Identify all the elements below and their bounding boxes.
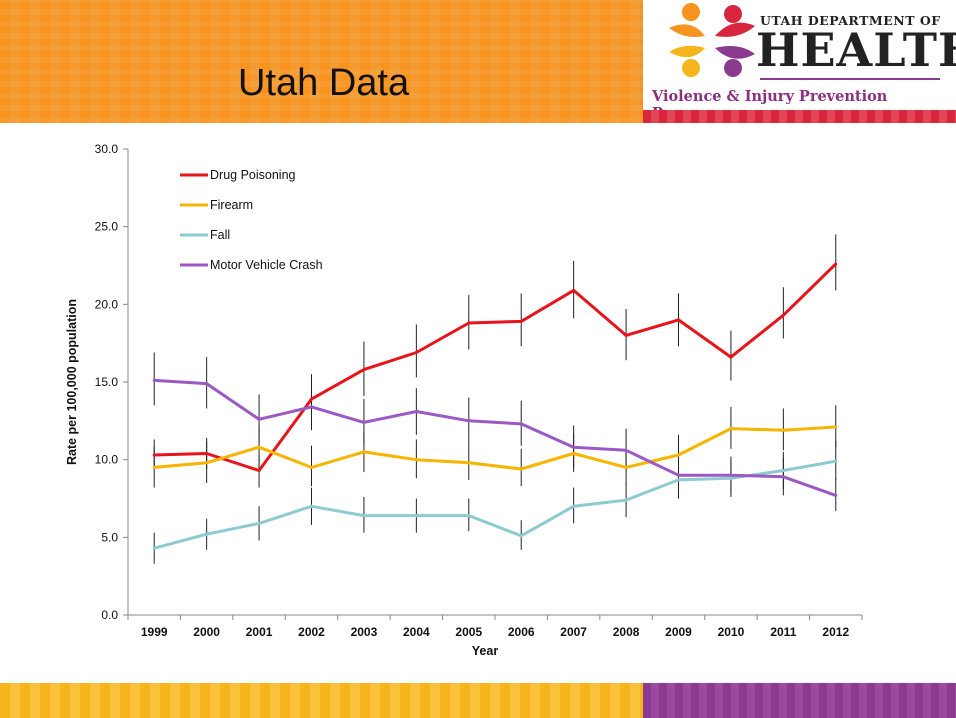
data-point [152, 546, 156, 550]
data-point [414, 410, 418, 414]
y-tick-label: 15.0 [95, 375, 119, 389]
data-point [414, 514, 418, 518]
data-point [834, 425, 838, 429]
data-point [414, 458, 418, 462]
x-tick-label: 2005 [455, 625, 482, 639]
y-tick-label: 20.0 [95, 297, 119, 311]
data-point [572, 451, 576, 455]
x-tick-label: 2007 [560, 625, 587, 639]
line-chart: 0.0 5.0 10.0 15.0 20.0 25.0 30.0 1999 2000 2001 20… [65, 142, 863, 658]
data-point [467, 321, 471, 325]
y-tick-label: 10.0 [95, 453, 119, 467]
series-line-fall [153, 459, 837, 550]
legend-label: Firearm [210, 198, 253, 212]
data-point [310, 504, 313, 508]
data-point [362, 420, 366, 424]
data-point [677, 318, 680, 322]
data-point [781, 428, 785, 432]
data-point [152, 453, 156, 457]
data-point [467, 461, 471, 465]
series-line-firearm [154, 425, 836, 471]
data-point [624, 448, 628, 452]
data-point [781, 475, 785, 479]
x-tick-label: 2003 [351, 625, 378, 639]
data-point [572, 445, 576, 449]
footer-accent [643, 683, 956, 718]
x-tick-label: 2006 [508, 625, 535, 639]
data-point [205, 451, 209, 455]
data-point [624, 465, 628, 469]
logo-health-text: HEALTH [756, 23, 956, 77]
series-line-drug-poisoning [154, 262, 837, 472]
data-point [257, 521, 261, 525]
data-point [572, 288, 576, 292]
data-point [467, 514, 471, 518]
data-point [362, 514, 366, 518]
x-tick-label: 2011 [770, 625, 796, 639]
data-point [310, 465, 313, 469]
data-point [310, 405, 313, 409]
data-point [729, 473, 733, 477]
data-point [519, 467, 523, 471]
y-axis-title: Rate per 100,000 population [65, 299, 79, 465]
x-tick-label: 2012 [822, 625, 849, 639]
data-point [257, 445, 261, 449]
data-point [677, 473, 680, 477]
y-tick-label: 30.0 [95, 142, 119, 156]
data-point [414, 350, 418, 354]
data-point [624, 333, 628, 337]
page-title: Utah Data [238, 62, 410, 104]
x-tick-label: 2004 [403, 625, 430, 639]
y-tick-label: 25.0 [95, 220, 119, 234]
footer-band [0, 683, 643, 718]
data-point [677, 453, 680, 457]
x-tick-label: 2010 [718, 625, 745, 639]
x-tick-label: 2002 [298, 625, 325, 639]
x-tick-label: 2009 [665, 625, 692, 639]
data-point [205, 382, 209, 386]
data-point [781, 469, 785, 473]
data-point [362, 368, 366, 372]
data-point [519, 422, 523, 426]
x-tick-label: 2000 [193, 625, 220, 639]
header-band [0, 0, 643, 123]
logo-panel [643, 0, 956, 110]
data-point [519, 319, 523, 323]
data-point [781, 313, 785, 317]
data-point [519, 534, 523, 538]
legend-label: Motor Vehicle Crash [210, 258, 323, 272]
data-point [152, 465, 156, 469]
data-point [729, 355, 733, 359]
data-point [205, 461, 209, 465]
series-line-motor-vehicle-crash [154, 378, 837, 497]
data-point [310, 397, 313, 401]
data-point [205, 532, 209, 536]
data-point [624, 498, 628, 502]
data-point [834, 459, 838, 463]
logo-divider [760, 78, 940, 80]
logo-accent-strip [643, 110, 956, 123]
x-tick-label: 2001 [246, 625, 273, 639]
data-point [834, 262, 838, 266]
data-point [257, 417, 261, 421]
data-point [467, 419, 471, 423]
y-tick-label: 5.0 [101, 530, 118, 544]
data-point [677, 478, 680, 482]
data-point [362, 450, 366, 454]
data-point [729, 476, 733, 480]
x-tick-label: 2008 [613, 625, 640, 639]
data-point [572, 504, 576, 508]
y-tick-label: 0.0 [101, 608, 118, 622]
health-logo-icon [669, 3, 755, 77]
x-tick-label: 1999 [141, 625, 168, 639]
data-point [152, 378, 156, 382]
legend-label: Drug Poisoning [210, 168, 296, 182]
data-point [729, 427, 733, 431]
data-point [834, 493, 838, 497]
x-axis-title: Year [472, 644, 499, 658]
legend-label: Fall [210, 228, 230, 242]
logo-department-text: UTAH DEPARTMENT OF [760, 13, 941, 28]
data-point [257, 469, 261, 473]
